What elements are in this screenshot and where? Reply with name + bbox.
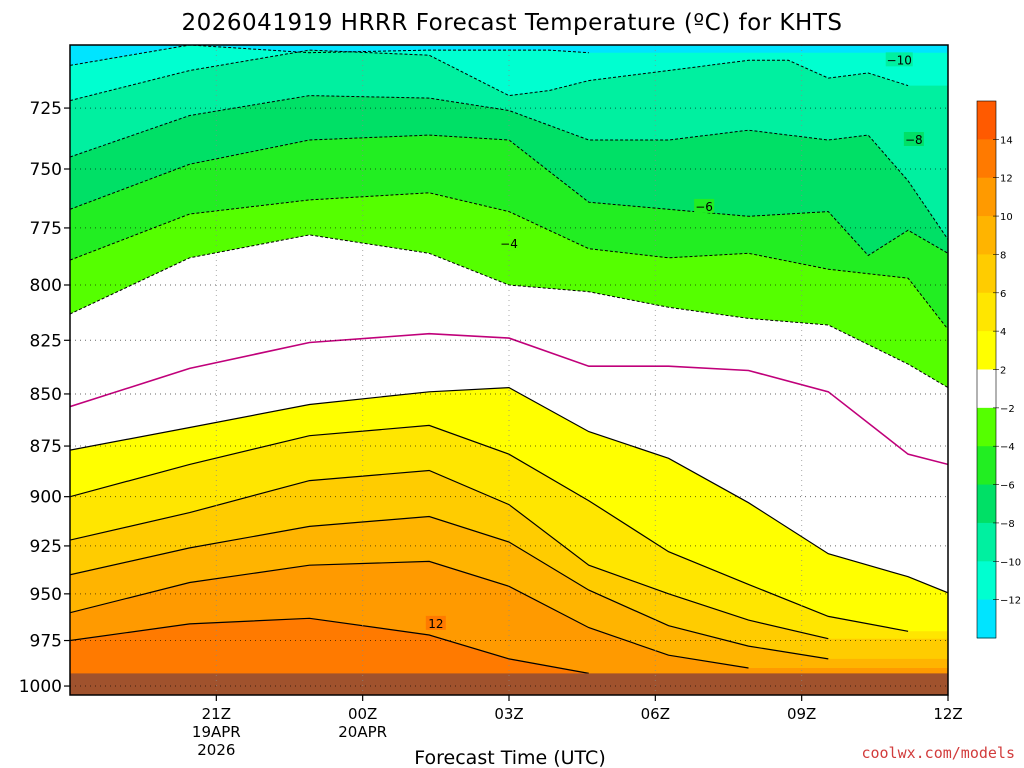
y-tick-label: 775 [30,219,62,239]
y-tick-label: 850 [30,385,62,405]
colorbar-swatch [977,254,996,294]
colorbar-swatch [977,177,996,217]
isotherm--12 [70,45,589,66]
x-tick-label: 21Z [202,705,231,723]
colorbar-swatch [977,407,996,447]
colorbar-swatch [977,484,996,524]
isotherm-12 [70,617,589,674]
y-tick-label: 1000 [19,677,62,697]
y-tick-label: 925 [30,537,62,557]
x-year-label: 2026 [197,741,235,759]
y-tick-label: 825 [30,331,62,351]
isotherm--2 [70,234,948,389]
colorbar-label: −6 [1000,481,1015,492]
colorbar-swatch [977,292,996,332]
isotherm-0 [70,332,948,466]
y-tick-label: 750 [30,160,62,180]
colorbar-label: −10 [1000,557,1021,568]
isotherm-2 [70,386,948,594]
y-tick-label: 950 [30,585,62,605]
y-tick-label: 875 [30,437,62,457]
contour-label-bg [903,132,924,147]
contour-label: −10 [887,53,912,67]
contour-label: −8 [905,133,923,147]
contour-label-bg [499,236,519,251]
credit-text: coolwx.com/models [861,744,1015,762]
y-tick-label: 975 [30,632,62,652]
colorbar-swatch [977,101,996,140]
contour-label-bg [694,198,715,213]
y-tick-label: 800 [30,276,62,296]
colorbar-swatch [977,446,996,486]
y-tick-label: 725 [30,99,62,119]
colorbar-swatch [977,599,996,639]
contour-label: 12 [428,617,443,631]
colorbar-swatch [977,139,996,179]
colorbar-label: −12 [1000,596,1021,607]
contour-label: −4 [500,237,518,251]
colorbar-swatch [977,369,996,409]
x-tick-label: 00Z [348,705,377,723]
x-tick-label: 06Z [641,705,670,723]
plot-area: 12 −4 −6 −8 −10 [69,44,949,696]
ground-terrain [70,673,948,695]
colorbar-label: 12 [1000,174,1013,185]
chart-title: 2026041919 HRRR Forecast Temperature (ºC… [182,10,843,36]
colorbar-swatch [977,522,996,562]
x-axis-label: Forecast Time (UTC) [414,747,605,768]
colorbar-label: 2 [1000,366,1006,377]
y-tick-label: 900 [30,488,62,508]
colorbar-legend: 14 12 10 8 6 4 2 −2 −4 −6 −8 −10 −12 [976,100,1021,639]
x-tick-label: 12Z [933,705,962,723]
colorbar-label: −4 [1000,442,1015,453]
isotherm--8 [70,95,948,240]
isotherm-4 [70,424,909,632]
contour-label: −6 [695,200,713,214]
y-axis: 725 750 775 800 825 850 875 900 925 950 975 1000 [19,99,70,697]
contour-labels: 12 −4 −6 −8 −10 [425,52,924,631]
colorbar-label: −8 [1000,519,1015,530]
contour-label-bg [885,52,913,67]
colorbar-label: 14 [1000,135,1013,146]
colorbar-label: 6 [1000,289,1006,300]
isotherm-6 [70,469,829,640]
isotherm--10 [70,49,909,102]
colorbar-label: −2 [1000,404,1015,415]
colorbar-swatch [977,216,996,255]
x-tick-label: 03Z [494,705,523,723]
colorbar-swatch [977,331,996,370]
temperature-bands [70,45,948,695]
isotherm-8 [70,515,829,660]
x-date-label: 20APR [338,723,387,741]
x-tick-label: 09Z [787,705,816,723]
colorbar-swatch [977,561,996,601]
x-date-label: 19APR [192,723,241,741]
colorbar-label: 8 [1000,250,1006,261]
colorbar-label: 10 [1000,212,1013,223]
contour-label-bg [425,615,446,630]
colorbar-label: 4 [1000,327,1006,338]
